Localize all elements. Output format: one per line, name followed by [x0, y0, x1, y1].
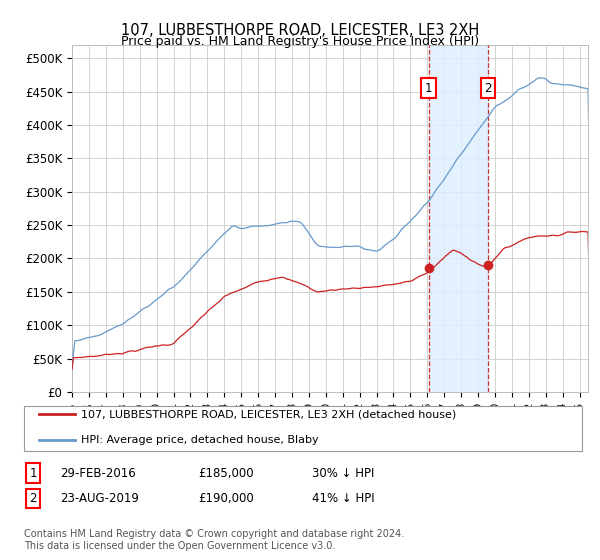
Text: Contains HM Land Registry data © Crown copyright and database right 2024.
This d: Contains HM Land Registry data © Crown c…	[24, 529, 404, 551]
Text: 1: 1	[425, 82, 433, 95]
Text: 23-AUG-2019: 23-AUG-2019	[60, 492, 139, 505]
Text: 107, LUBBESTHORPE ROAD, LEICESTER, LE3 2XH: 107, LUBBESTHORPE ROAD, LEICESTER, LE3 2…	[121, 24, 479, 38]
Text: £185,000: £185,000	[198, 466, 254, 480]
Text: 2: 2	[484, 82, 491, 95]
Text: 2: 2	[29, 492, 37, 505]
Text: Price paid vs. HM Land Registry's House Price Index (HPI): Price paid vs. HM Land Registry's House …	[121, 35, 479, 49]
Text: £190,000: £190,000	[198, 492, 254, 505]
Text: 41% ↓ HPI: 41% ↓ HPI	[312, 492, 374, 505]
Bar	[428, 45, 488, 392]
Text: HPI: Average price, detached house, Blaby: HPI: Average price, detached house, Blab…	[81, 435, 319, 445]
Text: 107, LUBBESTHORPE ROAD, LEICESTER, LE3 2XH (detached house): 107, LUBBESTHORPE ROAD, LEICESTER, LE3 2…	[81, 409, 456, 419]
Text: 1: 1	[29, 466, 37, 480]
Text: 29-FEB-2016: 29-FEB-2016	[60, 466, 136, 480]
Text: 30% ↓ HPI: 30% ↓ HPI	[312, 466, 374, 480]
